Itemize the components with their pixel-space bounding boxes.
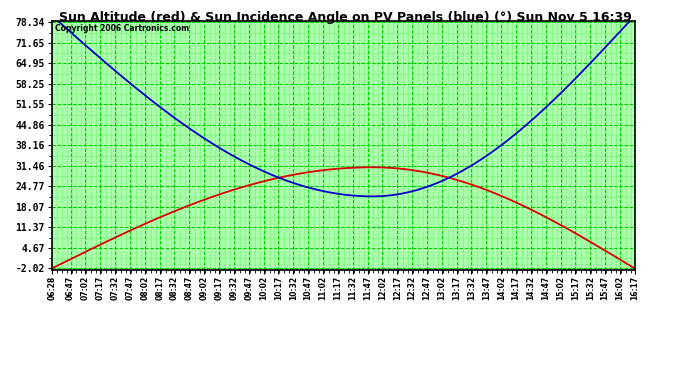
Text: Copyright 2006 Cartronics.com: Copyright 2006 Cartronics.com [55, 24, 189, 33]
Text: Sun Altitude (red) & Sun Incidence Angle on PV Panels (blue) (°) Sun Nov 5 16:39: Sun Altitude (red) & Sun Incidence Angle… [59, 11, 631, 24]
